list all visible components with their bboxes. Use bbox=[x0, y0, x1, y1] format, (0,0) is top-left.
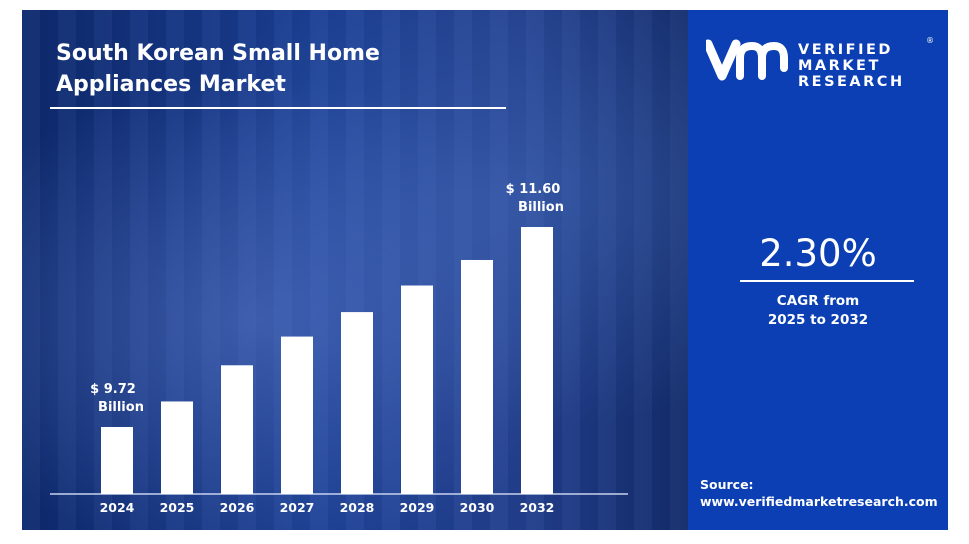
chart-panel: South Korean Small Home Appliances Marke… bbox=[22, 10, 688, 530]
bar-2029 bbox=[401, 285, 433, 494]
data-label: $ 9.72 bbox=[90, 382, 136, 397]
cagr-value: 2.30% bbox=[759, 232, 877, 275]
x-tick-label: 2032 bbox=[520, 500, 555, 515]
x-tick-label: 2026 bbox=[220, 500, 255, 515]
source: Source: www.verifiedmarketresearch.com bbox=[700, 476, 938, 510]
title-line-2: Appliances Market bbox=[56, 72, 286, 97]
data-label: Billion bbox=[98, 400, 144, 415]
info-panel: VERIFIED MARKET RESEARCH ® 2.30% CAGR fr… bbox=[688, 10, 948, 530]
bar-2026 bbox=[221, 365, 253, 494]
x-tick-label: 2030 bbox=[460, 500, 495, 515]
data-label: Billion bbox=[518, 200, 564, 215]
cagr-label-line-1: CAGR from bbox=[776, 293, 860, 309]
bar-2025 bbox=[161, 401, 193, 494]
x-tick-label: 2024 bbox=[100, 500, 135, 515]
bar-chart: 2024 $ 9.72 Billion 2025 2026 2027 2028 2029 203… bbox=[50, 182, 628, 515]
cagr-label: CAGR from 2025 to 2032 bbox=[688, 292, 948, 330]
x-tick-label: 2027 bbox=[280, 500, 315, 515]
title-line-1: South Korean Small Home bbox=[56, 41, 380, 66]
source-label: Source: bbox=[700, 477, 754, 492]
bar-2027 bbox=[281, 336, 313, 494]
title-underline bbox=[50, 107, 506, 109]
bar-2028 bbox=[341, 312, 373, 494]
infographic: South Korean Small Home Appliances Marke… bbox=[22, 10, 948, 530]
brand-line-3: RESEARCH bbox=[798, 74, 905, 90]
registered-mark: ® bbox=[926, 36, 934, 45]
page-title: South Korean Small Home Appliances Marke… bbox=[56, 38, 496, 100]
bar-2030 bbox=[461, 259, 493, 494]
cagr-divider bbox=[740, 280, 914, 282]
bar-2024 bbox=[101, 426, 133, 494]
source-url[interactable]: www.verifiedmarketresearch.com bbox=[700, 494, 938, 509]
cagr-label-line-2: 2025 to 2032 bbox=[767, 312, 869, 328]
x-tick-label: 2029 bbox=[400, 500, 435, 515]
data-label: $ 11.60 bbox=[506, 182, 561, 197]
bar-2032 bbox=[521, 227, 553, 494]
x-tick-label: 2028 bbox=[340, 500, 375, 515]
brand-line-1: VERIFIED bbox=[798, 42, 893, 58]
vmr-logo-icon bbox=[706, 39, 788, 81]
brand-name: VERIFIED MARKET RESEARCH bbox=[798, 42, 905, 90]
x-tick-label: 2025 bbox=[160, 500, 195, 515]
brand-line-2: MARKET bbox=[798, 58, 881, 74]
